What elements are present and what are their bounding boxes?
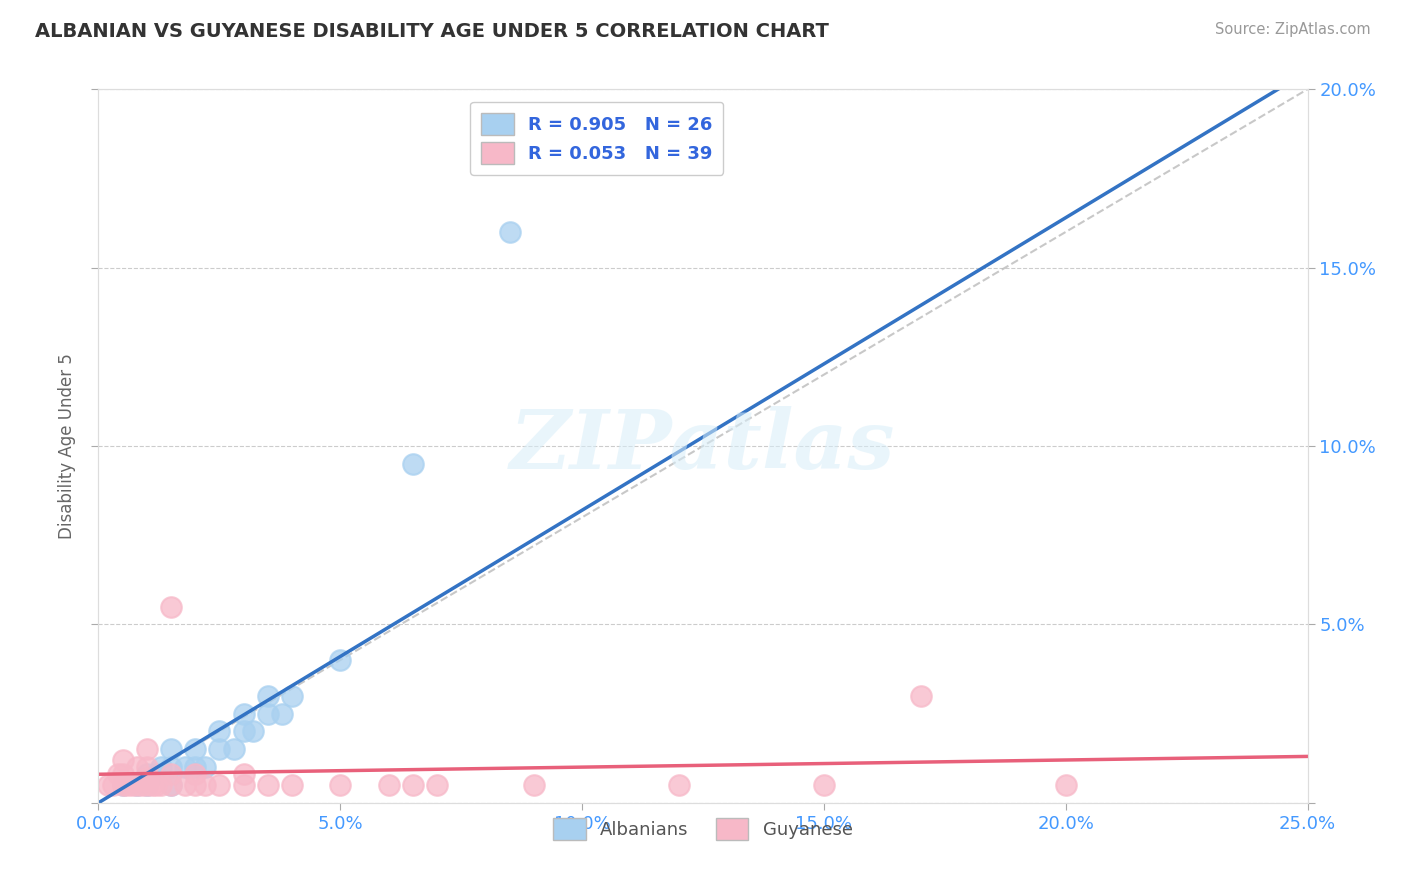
Point [402, 778, 425, 792]
Point [256, 706, 278, 721]
Point [184, 760, 207, 774]
Point [232, 706, 254, 721]
Point [232, 778, 254, 792]
Point [1054, 778, 1077, 792]
Point [910, 689, 932, 703]
Point [184, 767, 207, 781]
Point [111, 767, 134, 781]
Point [402, 457, 425, 471]
Text: ALBANIAN VS GUYANESE DISABILITY AGE UNDER 5 CORRELATION CHART: ALBANIAN VS GUYANESE DISABILITY AGE UNDE… [35, 22, 830, 41]
Point [111, 753, 134, 767]
Point [160, 767, 183, 781]
Point [232, 767, 254, 781]
Point [127, 778, 149, 792]
Point [232, 724, 254, 739]
Point [222, 742, 245, 756]
Point [131, 778, 153, 792]
Point [160, 778, 183, 792]
Point [184, 742, 207, 756]
Point [127, 760, 149, 774]
Point [174, 760, 197, 774]
Point [256, 778, 278, 792]
Point [145, 767, 167, 781]
Point [135, 742, 157, 756]
Point [160, 778, 183, 792]
Point [107, 767, 129, 781]
Point [194, 760, 217, 774]
Point [242, 724, 264, 739]
Text: ZIPatlas: ZIPatlas [510, 406, 896, 486]
Point [208, 778, 231, 792]
Point [121, 778, 143, 792]
Point [150, 778, 173, 792]
Point [426, 778, 449, 792]
Point [160, 742, 183, 756]
Point [135, 760, 157, 774]
Point [377, 778, 399, 792]
Point [97, 778, 120, 792]
Point [145, 778, 167, 792]
Point [135, 771, 157, 785]
Point [498, 225, 520, 239]
Point [150, 760, 173, 774]
Point [101, 778, 124, 792]
Point [208, 742, 231, 756]
Point [329, 653, 352, 667]
Point [160, 760, 183, 774]
Point [111, 778, 134, 792]
Point [329, 778, 352, 792]
Y-axis label: Disability Age Under 5: Disability Age Under 5 [58, 353, 76, 539]
Legend: Albanians, Guyanese: Albanians, Guyanese [546, 811, 860, 847]
Point [174, 778, 197, 792]
Point [281, 689, 304, 703]
Point [135, 767, 157, 781]
Point [135, 778, 157, 792]
Point [160, 599, 183, 614]
Point [141, 778, 163, 792]
Point [117, 778, 139, 792]
Point [813, 778, 835, 792]
Text: Source: ZipAtlas.com: Source: ZipAtlas.com [1215, 22, 1371, 37]
Point [184, 778, 207, 792]
Point [281, 778, 304, 792]
Point [208, 724, 231, 739]
Point [271, 706, 294, 721]
Point [127, 778, 149, 792]
Point [256, 689, 278, 703]
Point [523, 778, 546, 792]
Point [111, 778, 134, 792]
Point [668, 778, 690, 792]
Point [194, 778, 217, 792]
Point [135, 778, 157, 792]
